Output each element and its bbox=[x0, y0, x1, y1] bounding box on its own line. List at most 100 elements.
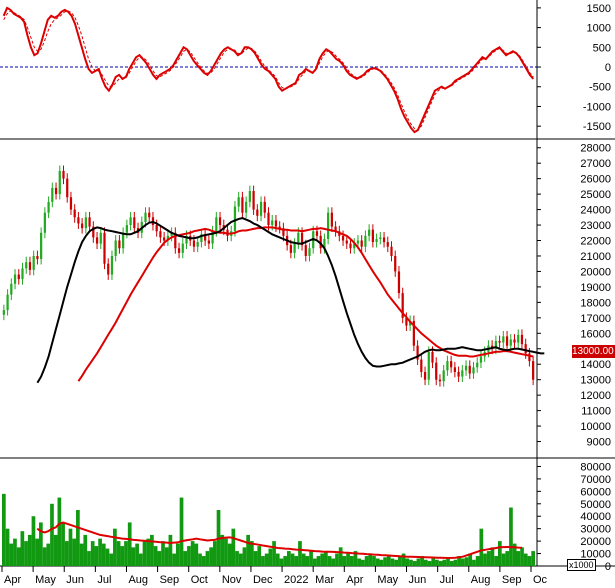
x-tick-label: Sep bbox=[160, 574, 180, 586]
volume-bar bbox=[116, 541, 121, 566]
candle-body bbox=[382, 237, 386, 243]
candle-body bbox=[397, 271, 401, 294]
candle-body bbox=[36, 255, 39, 260]
volume-bar bbox=[190, 541, 195, 566]
candle-body bbox=[423, 371, 427, 380]
volume-bar bbox=[309, 551, 313, 566]
y-tick-label: 9000 bbox=[587, 437, 611, 449]
volume-bar bbox=[398, 556, 402, 566]
volume-bar bbox=[316, 556, 321, 566]
volume-bar bbox=[298, 541, 302, 566]
candle-body bbox=[170, 232, 173, 236]
volume-bar bbox=[201, 556, 206, 566]
candle-body bbox=[215, 217, 218, 232]
volume-bar bbox=[79, 543, 84, 566]
candle-body bbox=[468, 365, 471, 374]
y-tick-label: 24000 bbox=[580, 205, 611, 217]
volume-bar bbox=[179, 497, 184, 566]
volume-bar bbox=[305, 556, 310, 566]
candle-body bbox=[118, 240, 121, 249]
candle-body bbox=[513, 339, 516, 343]
volume-bar bbox=[331, 558, 336, 566]
volume-bar bbox=[283, 556, 288, 566]
candle-body bbox=[69, 197, 73, 210]
volume-bar bbox=[523, 553, 528, 566]
volume-bar bbox=[335, 553, 339, 566]
volume-bar bbox=[405, 558, 410, 566]
x-axis: Apr May Jun Jul Aug Sep Oct Nov Dec 2022 Mar Apr May… bbox=[1, 566, 548, 586]
y-tick-label: 40000 bbox=[580, 511, 611, 523]
volume-bar bbox=[127, 522, 132, 566]
candle-body bbox=[192, 240, 196, 247]
candle-body bbox=[28, 262, 32, 270]
candle-body bbox=[88, 217, 91, 227]
volume-moving-average bbox=[36, 521, 523, 560]
volume-bar bbox=[294, 556, 299, 566]
volume-bar bbox=[357, 558, 362, 566]
volume-bar bbox=[272, 541, 276, 566]
candle-body bbox=[259, 201, 263, 216]
y-tick-label: 14000 bbox=[580, 359, 611, 371]
candle-body bbox=[517, 334, 520, 343]
y-tick-label: 80000 bbox=[580, 461, 611, 473]
volume-bar bbox=[224, 538, 228, 566]
volume-bar bbox=[349, 556, 354, 566]
volume-bar bbox=[109, 553, 114, 566]
volume-bar bbox=[379, 559, 384, 566]
candle-body bbox=[431, 351, 434, 363]
y-tick-label: 17000 bbox=[580, 313, 611, 325]
volume-bar bbox=[446, 558, 450, 566]
candle-body bbox=[92, 226, 95, 238]
candle-body bbox=[274, 220, 278, 227]
x-tick-label: Jun bbox=[409, 574, 427, 586]
volume-bar bbox=[24, 541, 28, 566]
volume-bar bbox=[412, 561, 417, 566]
candle-body bbox=[125, 225, 128, 233]
price-panel bbox=[2, 165, 545, 387]
x-tick-label: Aug bbox=[471, 574, 491, 586]
candle-body bbox=[345, 240, 348, 244]
volume-bar bbox=[394, 559, 399, 566]
candle-body bbox=[368, 229, 371, 236]
candle-body bbox=[505, 336, 509, 346]
x-tick-label: 2022 bbox=[284, 574, 308, 586]
candle-body bbox=[13, 274, 17, 284]
volume-bar bbox=[16, 547, 21, 566]
candle-body bbox=[349, 243, 352, 249]
volume-bar bbox=[268, 548, 273, 566]
candle-body bbox=[218, 217, 222, 226]
candle-body bbox=[84, 217, 87, 229]
candle-body bbox=[520, 334, 524, 345]
candle-body bbox=[330, 212, 333, 227]
candle-body bbox=[420, 359, 423, 372]
volume-bar bbox=[431, 558, 436, 566]
candle-body bbox=[386, 242, 389, 247]
candle-body bbox=[129, 217, 132, 226]
x-tick-label: Apr bbox=[346, 574, 363, 586]
candle-body bbox=[267, 212, 270, 226]
volume-bar bbox=[172, 553, 176, 566]
candle-body bbox=[390, 246, 393, 256]
volume-bar bbox=[457, 556, 461, 566]
volume-bar bbox=[435, 559, 439, 566]
y-tick-label: 11000 bbox=[581, 406, 611, 418]
candle-body bbox=[476, 362, 479, 368]
volume-bar bbox=[212, 541, 217, 566]
volume-bar bbox=[124, 541, 128, 566]
volume-bar bbox=[483, 553, 487, 566]
candle-body bbox=[394, 255, 397, 272]
volume-bar bbox=[312, 558, 317, 566]
volume-bar bbox=[420, 556, 424, 566]
candle-body bbox=[375, 238, 378, 243]
candle-body bbox=[51, 187, 54, 202]
volume-bar bbox=[20, 531, 25, 566]
candle-body bbox=[99, 232, 102, 244]
candle-body bbox=[334, 226, 337, 232]
candle-body bbox=[2, 310, 5, 315]
volume-bar bbox=[361, 559, 365, 566]
volume-bar bbox=[253, 551, 258, 566]
candle-body bbox=[364, 235, 367, 247]
volume-bar bbox=[520, 547, 524, 566]
candle-body bbox=[509, 339, 512, 346]
